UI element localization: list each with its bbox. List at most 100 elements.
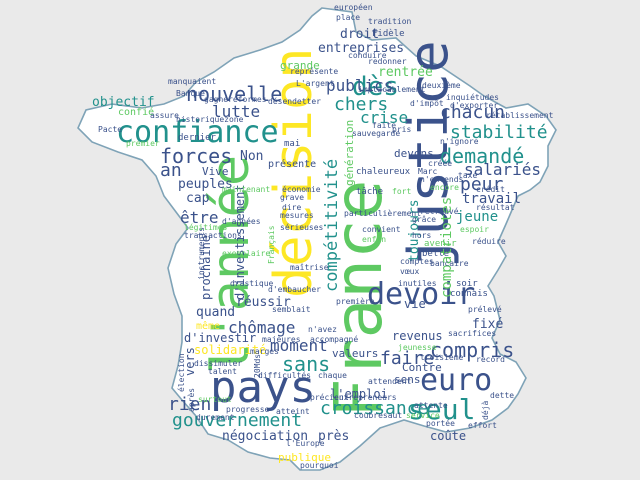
word-fixe: fixé [472, 317, 504, 332]
word-tradition: tradition [368, 17, 412, 26]
word-deja: déjà [481, 400, 490, 420]
word-quand: quand [196, 305, 236, 320]
word-assure: assure [150, 111, 179, 120]
word-rien: rien [168, 394, 212, 415]
word-europeen: européen [334, 3, 373, 12]
word-maintenant: maintenant [222, 185, 271, 194]
word-grave: grave [280, 193, 305, 202]
word-manquaient: manquaient [168, 77, 217, 86]
word-20mds: 20Mds [253, 353, 262, 378]
word-avenir: avenir [424, 239, 457, 249]
word-fort: fort [392, 187, 412, 196]
word-lemploi: l'emploi [330, 387, 388, 401]
word-apres: après [187, 387, 196, 412]
word-valeurs: valeurs [332, 347, 379, 360]
word-pacte: Pacte [98, 125, 123, 134]
word-dimpot: d'impôt [410, 99, 444, 108]
word-croissance: croissance [320, 398, 429, 419]
word-negociation: négociation [222, 429, 309, 444]
word-connais: connais [450, 289, 488, 299]
word-moment: moment [270, 336, 328, 355]
word-devoir: devoir [367, 277, 476, 312]
word-coute: coûte [430, 429, 467, 443]
word-pres: près [318, 429, 350, 444]
word-credit: crédit [476, 185, 505, 194]
word-accompagne: accompagné [310, 335, 359, 344]
word-sens: sens [394, 373, 421, 386]
word-droit: droit [340, 27, 380, 42]
word-jeune: jeune [456, 209, 499, 225]
word-exemplaire: exemplaire [222, 249, 271, 258]
word-grace: grâce [412, 215, 437, 224]
word-chomage: chômage [228, 318, 296, 337]
word-chacun: chacun [440, 102, 506, 123]
word-cap: cap [186, 191, 210, 206]
word-reduire: réduire [472, 237, 506, 246]
word-troisieme: troisième [420, 353, 464, 362]
word-sacrifices: sacrifices [448, 329, 497, 338]
word-portee: portée [426, 419, 455, 428]
word-demande: demandé [440, 144, 525, 168]
word-conduire: conduire [348, 51, 387, 60]
word-inquietudes: inquiétudes [446, 93, 499, 102]
word-etre: être [180, 208, 219, 227]
word-revenus: revenus [392, 329, 443, 343]
word-entreprises: entreprises [318, 41, 405, 56]
word-publique: publique [278, 451, 331, 464]
word-record: record [476, 355, 505, 364]
word-largent: L'argent [296, 79, 335, 88]
word-confiance: confiance [116, 115, 279, 150]
word-euro: euro [420, 363, 493, 398]
word-implacablement: implacablement [358, 85, 426, 94]
word-drastique: drastique [230, 279, 274, 288]
word-coubresaut: coubresaut [354, 411, 403, 420]
word-jeunesse: jeunesse [398, 343, 437, 352]
word-reussir: réussir [236, 295, 291, 310]
word-presente: présente [268, 159, 317, 170]
word-navez: n'avez [308, 325, 337, 334]
word-nouvelle: nouvelle [186, 82, 283, 106]
word-seul: seul [408, 393, 476, 426]
word-gagne: gagné [204, 95, 229, 104]
word-bancaire: bancaire [430, 259, 469, 268]
word-dette: dette [490, 391, 515, 400]
word-dinvestir: d'investir [184, 331, 257, 345]
word-publics: publics [326, 76, 394, 95]
word-marc: Marc [418, 167, 438, 176]
word-retablissement: rétablissement [486, 111, 554, 120]
word-chers: chers [334, 94, 389, 115]
word-redonner: redonner [368, 57, 407, 66]
word-talent: talent [208, 367, 237, 376]
word-faire: faire [380, 348, 435, 369]
word-vive: Vive [202, 165, 229, 178]
word-compris: compris [430, 338, 515, 362]
word-salaries: salariés [464, 160, 542, 179]
word-difficultes: difficultés [258, 371, 311, 380]
word-resultat: résultat [476, 203, 515, 212]
word-mesures: mesures [280, 211, 314, 220]
word-pays: pays [210, 362, 316, 413]
word-transactions: transactions [184, 231, 242, 240]
word-espoir: espoir [460, 225, 489, 234]
word-legitimes: légitimes [184, 223, 228, 232]
word-nignore: n'ignore [440, 137, 479, 146]
word-contre: Contre [402, 361, 442, 374]
word-instruments: instruments [197, 227, 206, 280]
word-competitivite: compétitivité [322, 158, 342, 292]
word-progresse: progresse [226, 405, 270, 414]
word-non: Non [240, 149, 264, 164]
word-chaque: chaque [318, 371, 347, 380]
word-creee: créée [428, 159, 453, 168]
word-sans: sans [282, 352, 331, 376]
word-reformes: réformes [228, 95, 267, 104]
word-surtout: surtout [198, 395, 232, 404]
word-attente: attente [414, 401, 448, 410]
word-stabilite: stabilité [450, 122, 548, 143]
word-leurope: l'Europe [286, 439, 325, 448]
word-effort: effort [468, 421, 497, 430]
word-desendetter: désendetter [268, 97, 321, 106]
word-dissimuler: dissimuler [194, 359, 243, 368]
word-majeures: majeures [262, 335, 301, 344]
word-durement: durement [196, 413, 235, 422]
